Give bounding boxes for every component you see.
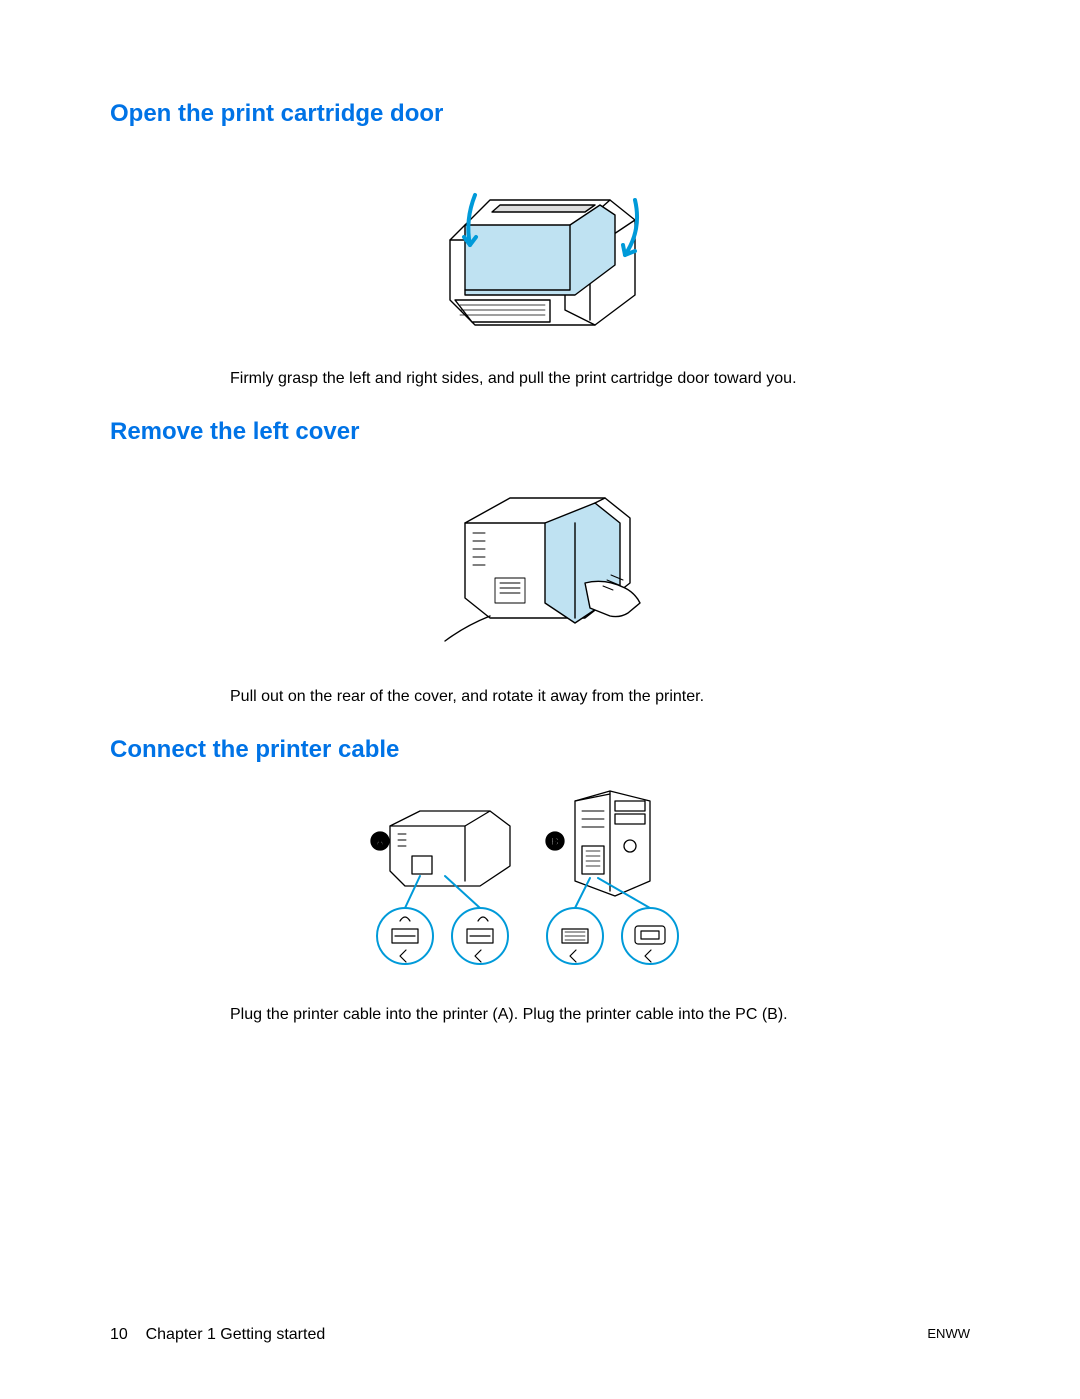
caption-connect-cable: Plug the printer cable into the printer … <box>230 1006 970 1024</box>
figure-remove-cover <box>110 468 970 658</box>
footer-left: 10 Chapter 1 Getting started <box>110 1326 325 1344</box>
heading-open-cartridge-door: Open the print cartridge door <box>110 100 970 128</box>
printer-remove-cover-illustration <box>435 468 645 658</box>
printer-open-door-illustration <box>420 150 660 340</box>
page-number: 10 <box>110 1326 128 1343</box>
badge-a-label: A <box>376 836 384 848</box>
heading-remove-left-cover: Remove the left cover <box>110 418 970 446</box>
chapter-label: Chapter 1 Getting started <box>146 1326 326 1343</box>
caption-open-door: Firmly grasp the left and right sides, a… <box>230 370 970 388</box>
figure-connect-cable: A B <box>110 786 970 976</box>
caption-remove-cover: Pull out on the rear of the cover, and r… <box>230 688 970 706</box>
page-footer: 10 Chapter 1 Getting started ENWW <box>110 1326 970 1344</box>
heading-connect-cable: Connect the printer cable <box>110 736 970 764</box>
figure-open-door <box>110 150 970 340</box>
badge-b-label: B <box>551 836 559 848</box>
footer-right: ENWW <box>927 1326 970 1344</box>
manual-page: Open the print cartridge door <box>0 0 1080 1399</box>
printer-connect-cable-illustration: A B <box>350 786 730 976</box>
